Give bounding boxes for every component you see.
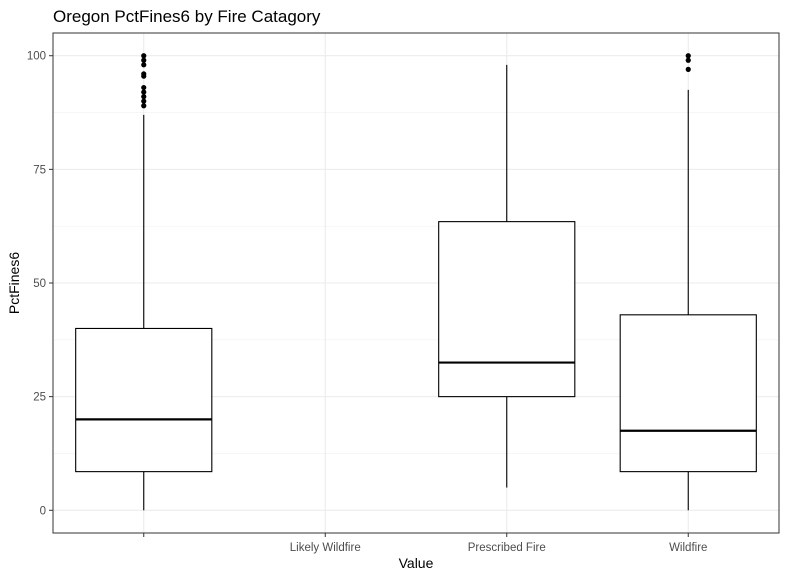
y-axis: 0 25 50 75 100 [27,51,53,517]
y-tick-label: 0 [40,505,46,517]
x-tick-label: Prescribed Fire [468,542,546,554]
outlier-point [141,62,147,68]
y-tick-label: 25 [33,392,46,404]
y-tick-label: 100 [27,51,46,63]
iqr-box [438,221,576,398]
x-axis-title: Value [399,555,434,571]
outlier-point [685,53,691,59]
y-axis-title: PctFines6 [6,252,22,314]
outlier-point [141,84,147,91]
iqr-box [75,327,213,473]
chart-title: Oregon PctFines6 by Fire Catagory [53,7,321,26]
boxes-layer [75,53,757,511]
outlier-point [141,94,147,100]
x-axis: Likely Wildfire Prescribed Fire Wildfire [143,533,707,554]
outlier-point [141,103,147,109]
outlier-point [685,66,691,72]
outlier-point [685,57,691,63]
box-group [619,53,757,511]
x-tick-label: Likely Wildfire [290,542,361,554]
outlier-point [141,53,147,59]
outlier-point [141,98,147,104]
y-tick-label: 75 [33,164,46,176]
x-tick-label: Wildfire [669,542,707,554]
outlier-point [141,71,147,77]
box-group [75,53,213,511]
y-tick-label: 50 [33,278,46,290]
outlier-point [141,57,147,63]
box-group [438,64,576,488]
outlier-point [141,89,147,95]
iqr-box [619,314,757,473]
